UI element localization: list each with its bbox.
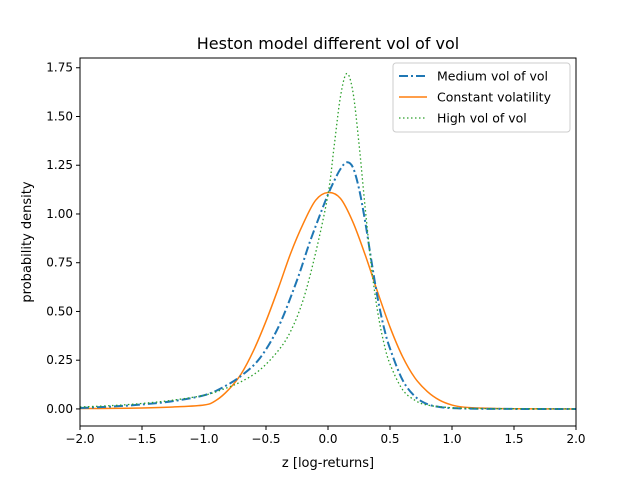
x-tick-label: −1.0: [189, 432, 218, 446]
plot-area: [80, 72, 576, 410]
y-axis-label: probability density: [20, 181, 35, 302]
y-tick-label: 0.75: [46, 256, 73, 270]
x-tick-label: 2.0: [566, 432, 585, 446]
series-line-medium-vol-of-vol: [80, 161, 576, 410]
legend-label: High vol of vol: [437, 111, 527, 126]
x-tick-label: 1.5: [504, 432, 523, 446]
x-axis-label: z [log-returns]: [282, 456, 374, 471]
y-axis: 0.00 0.25 0.50 0.75 1.00 1.25 1.50 1.75: [46, 61, 80, 416]
chart-title: Heston model different vol of vol: [197, 34, 459, 53]
y-tick-label: 0.25: [46, 353, 73, 367]
x-tick-label: 0.0: [318, 432, 337, 446]
y-tick-label: 1.25: [46, 158, 73, 172]
plot-frame: [79, 57, 577, 427]
x-tick-label: 0.5: [380, 432, 399, 446]
legend: Medium vol of vol Constant volatility High…: [392, 62, 571, 133]
x-tick-label: −0.5: [251, 432, 280, 446]
legend-label: Constant volatility: [437, 90, 552, 105]
y-tick-label: 0.50: [46, 304, 73, 318]
x-tick-label: −1.5: [127, 432, 156, 446]
legend-label: Medium vol of vol: [437, 69, 548, 84]
y-tick-label: 1.75: [46, 61, 73, 75]
y-tick-label: 0.00: [46, 402, 73, 416]
y-tick-label: 1.50: [46, 109, 73, 123]
y-tick-label: 1.00: [46, 207, 73, 221]
legend-box: [392, 62, 571, 133]
x-tick-label: 1.0: [442, 432, 461, 446]
x-tick-label: −2.0: [65, 432, 94, 446]
x-axis: −2.0 −1.5 −1.0 −0.5 0.0 0.5 1.0 1.5 2.0: [65, 426, 586, 446]
